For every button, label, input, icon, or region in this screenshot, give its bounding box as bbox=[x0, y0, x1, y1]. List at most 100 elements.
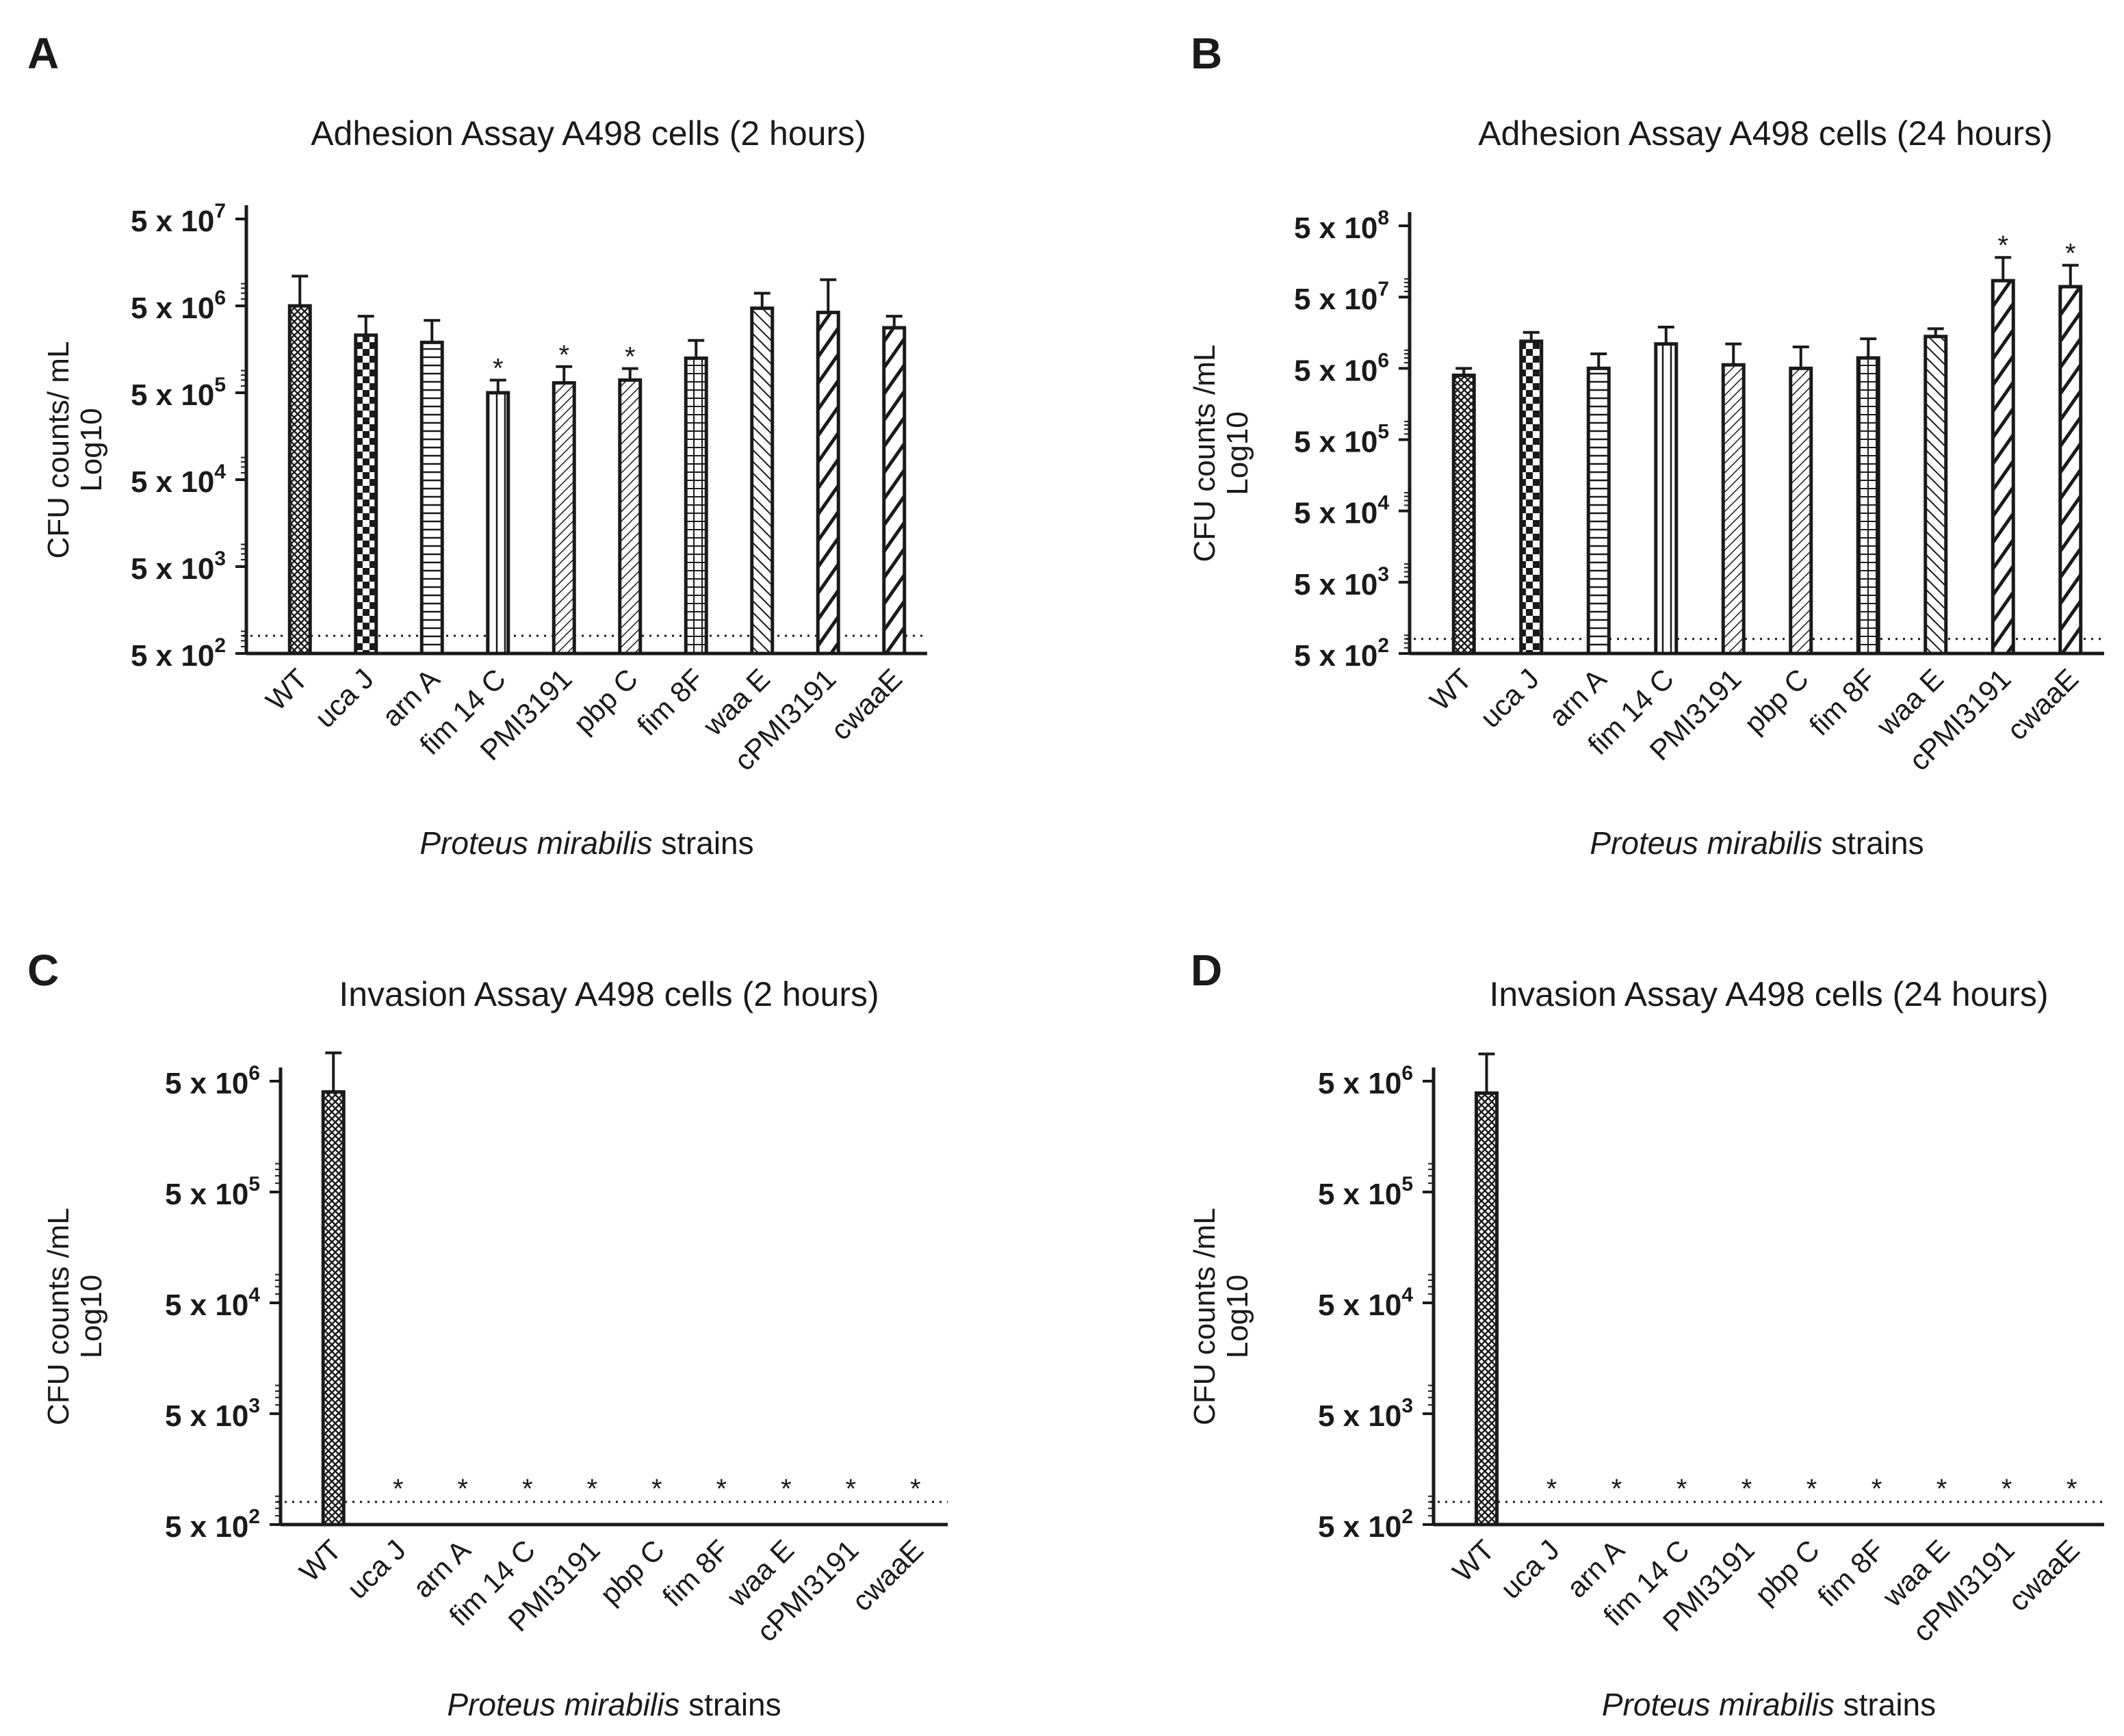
y-tick-label-exponent: 2 bbox=[1377, 634, 1389, 657]
x-axis-label: Proteus mirabilis strains bbox=[1590, 825, 1924, 861]
y-tick-label-base: 5 x 10 bbox=[131, 552, 214, 586]
y-tick-label: 5 x 102 bbox=[165, 1505, 260, 1544]
y-tick-label-exponent: 6 bbox=[214, 287, 226, 309]
y-tick-label: 5 x 103 bbox=[131, 547, 226, 586]
bar-cwaae bbox=[2058, 285, 2083, 656]
y-tick-label-base: 5 x 10 bbox=[131, 205, 214, 238]
x-axis-label-species: Proteus mirabilis bbox=[419, 825, 652, 861]
bar-fim-8f bbox=[684, 356, 708, 656]
x-tick-label: fim 8F bbox=[631, 662, 710, 742]
y-tick-label-exponent: 7 bbox=[1377, 278, 1389, 300]
x-tick-label: uca J bbox=[341, 1533, 412, 1605]
y-tick-label-base: 5 x 10 bbox=[1318, 1288, 1401, 1322]
y-tick-label-base: 5 x 10 bbox=[165, 1399, 248, 1433]
significance-marker: * bbox=[1546, 1474, 1557, 1504]
y-tick-label: 5 x 106 bbox=[1318, 1062, 1413, 1100]
bar-pbp-c bbox=[1789, 366, 1813, 656]
bar-uca-j bbox=[354, 333, 378, 656]
y-tick-label: 5 x 106 bbox=[165, 1062, 260, 1100]
significance-marker: * bbox=[651, 1474, 662, 1504]
x-tick-label: fim 8F bbox=[656, 1533, 736, 1613]
x-tick-label: pbp C bbox=[567, 662, 644, 739]
x-axis-label: Proteus mirabilis strains bbox=[447, 1687, 781, 1722]
bar-cwaae bbox=[882, 326, 907, 656]
bar-waa-e bbox=[750, 306, 775, 656]
significance-marker: * bbox=[522, 1474, 533, 1504]
x-axis-label-suffix: strains bbox=[1835, 1687, 1936, 1722]
y-axis-label: CFU counts /mLLog10 bbox=[1188, 1208, 1254, 1425]
x-axis-label-suffix: strains bbox=[1822, 825, 1924, 861]
significance-marker: * bbox=[1741, 1474, 1752, 1504]
y-axis-label-line1: CFU counts /mL bbox=[42, 1208, 75, 1425]
y-axis-label-line1: CFU counts /mL bbox=[1188, 345, 1221, 562]
y-tick-label-exponent: 6 bbox=[248, 1062, 260, 1085]
y-axis-label-line1: CFU counts/ mL bbox=[42, 341, 75, 559]
significance-marker: * bbox=[716, 1474, 727, 1504]
y-tick-label-base: 5 x 10 bbox=[1294, 426, 1377, 459]
x-tick-label: uca J bbox=[1494, 1533, 1566, 1605]
panel-a: A Adhesion Assay A498 cells (2 hours) CFU … bbox=[27, 29, 927, 861]
x-axis-label-species: Proteus mirabilis bbox=[1590, 825, 1822, 861]
y-tick-label: 5 x 108 bbox=[1294, 207, 1389, 245]
bar-waa-e bbox=[1924, 335, 1948, 656]
y-tick-label-exponent: 3 bbox=[214, 547, 226, 570]
y-tick-label-exponent: 2 bbox=[1401, 1505, 1413, 1528]
bar-cpmi3191 bbox=[1991, 278, 2015, 656]
y-tick-label: 5 x 104 bbox=[1318, 1284, 1413, 1322]
significance-marker: * bbox=[2067, 1474, 2077, 1504]
y-tick-label-exponent: 4 bbox=[214, 461, 226, 483]
y-tick-label: 5 x 104 bbox=[131, 461, 226, 499]
y-tick-label-exponent: 5 bbox=[248, 1173, 260, 1195]
x-axis-label-species: Proteus mirabilis bbox=[447, 1687, 679, 1722]
chart-title: Invasion Assay A498 cells (24 hours) bbox=[1489, 975, 2048, 1013]
y-tick-label-base: 5 x 10 bbox=[165, 1067, 248, 1100]
y-tick-label: 5 x 105 bbox=[131, 374, 226, 412]
y-tick-label-exponent: 7 bbox=[214, 200, 226, 222]
y-tick-label: 5 x 104 bbox=[165, 1284, 260, 1322]
chart-title: Adhesion Assay A498 cells (2 hours) bbox=[311, 114, 866, 153]
y-tick-label-exponent: 3 bbox=[1401, 1395, 1413, 1417]
bar-fim-14-c bbox=[486, 391, 510, 656]
panel-c: C Invasion Assay A498 cells (2 hours) CFU … bbox=[27, 946, 948, 1722]
bar-fim-8f bbox=[1856, 356, 1880, 656]
x-tick-label: pbp C bbox=[1738, 662, 1815, 739]
y-tick-label: 5 x 103 bbox=[1294, 563, 1389, 601]
y-tick-label-base: 5 x 10 bbox=[1318, 1510, 1401, 1544]
y-tick-label: 5 x 105 bbox=[1318, 1173, 1413, 1211]
y-tick-label-exponent: 4 bbox=[1401, 1284, 1413, 1306]
bar-arn-a bbox=[1586, 366, 1611, 656]
x-tick-label: pbp C bbox=[1748, 1533, 1825, 1610]
significance-marker: * bbox=[1806, 1474, 1817, 1504]
significance-marker: * bbox=[1611, 1474, 1622, 1504]
significance-marker: * bbox=[2065, 239, 2076, 269]
significance-marker: * bbox=[845, 1474, 856, 1504]
x-axis-label: Proteus mirabilis strains bbox=[419, 825, 753, 861]
y-axis-label-line2: Log10 bbox=[1221, 411, 1254, 495]
y-tick-label-exponent: 5 bbox=[1401, 1173, 1413, 1195]
x-tick-label: cwaaE bbox=[846, 1533, 929, 1617]
bar-wt bbox=[1451, 373, 1476, 656]
significance-marker: * bbox=[2002, 1474, 2012, 1504]
y-tick-label-exponent: 5 bbox=[214, 374, 226, 396]
y-tick-label: 5 x 103 bbox=[1318, 1395, 1413, 1433]
significance-marker: * bbox=[493, 353, 504, 383]
y-tick-label-exponent: 2 bbox=[214, 634, 226, 657]
y-axis-label: CFU counts /mLLog10 bbox=[42, 1208, 108, 1425]
bar-pmi3191 bbox=[552, 381, 576, 656]
y-tick-label-exponent: 5 bbox=[1377, 421, 1389, 443]
x-tick-label: WT bbox=[259, 662, 313, 716]
y-tick-label: 5 x 107 bbox=[131, 200, 226, 238]
panel-b: B Adhesion Assay A498 cells (24 hours) CFU… bbox=[1188, 29, 2104, 861]
bar-cpmi3191 bbox=[816, 311, 840, 656]
significance-marker: * bbox=[1997, 231, 2008, 261]
y-axis-label-line2: Log10 bbox=[75, 408, 108, 491]
y-tick-label-base: 5 x 10 bbox=[131, 465, 214, 499]
y-axis-label-line2: Log10 bbox=[75, 1275, 108, 1358]
y-tick-label-base: 5 x 10 bbox=[165, 1288, 248, 1322]
y-tick-label-base: 5 x 10 bbox=[1294, 568, 1377, 601]
x-axis-label-species: Proteus mirabilis bbox=[1602, 1687, 1835, 1722]
y-tick-label-base: 5 x 10 bbox=[1294, 497, 1377, 530]
x-tick-label: cwaaE bbox=[2001, 662, 2084, 746]
x-tick-label: fim 8F bbox=[1811, 1533, 1891, 1613]
